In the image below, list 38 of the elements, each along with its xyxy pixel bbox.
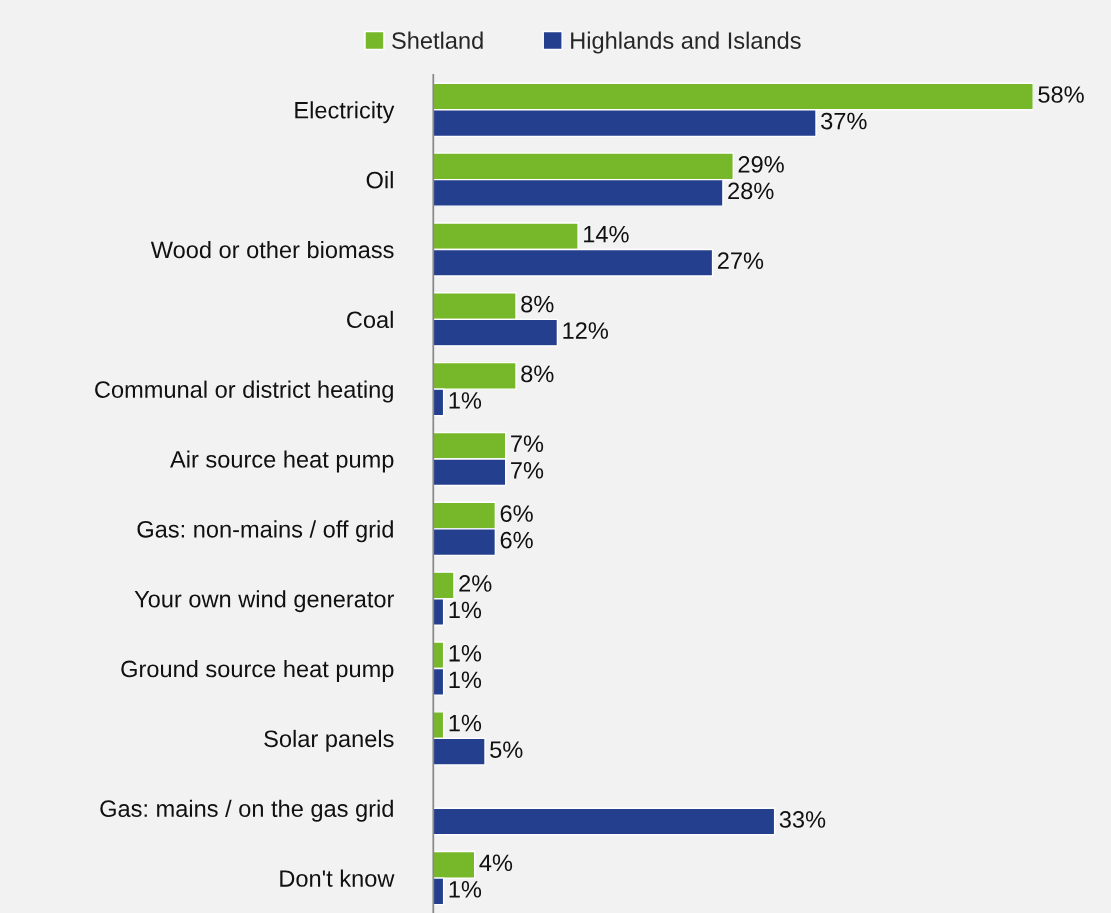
- data-label: 6%: [500, 531, 533, 549]
- data-label: 1%: [449, 714, 482, 732]
- data-label: 29%: [738, 155, 784, 173]
- y-tick-label: Communal or district heating: [95, 380, 393, 403]
- legend-label: Highlands and Islands: [571, 31, 801, 54]
- data-label: 7%: [511, 435, 544, 452]
- data-label: 1%: [449, 645, 482, 662]
- data-label: 5%: [490, 741, 523, 758]
- y-tick-label: Gas: mains / on the gas grid: [100, 799, 393, 822]
- legend-label: Shetland: [392, 31, 483, 49]
- data-label: 33%: [779, 811, 826, 828]
- bar: [433, 807, 776, 836]
- data-label: 1%: [449, 881, 482, 898]
- data-label: 1%: [449, 392, 482, 409]
- data-label: 12%: [563, 322, 608, 339]
- y-tick-label: Coal: [347, 310, 393, 329]
- y-tick-label: Wood or other biomass: [150, 240, 394, 259]
- data-label: 37%: [821, 112, 867, 130]
- y-tick-label: Ground source heat pump: [121, 659, 394, 682]
- y-tick-label: Solar panels: [264, 729, 394, 752]
- data-label: 4%: [479, 854, 513, 872]
- data-label: 1%: [449, 671, 482, 689]
- data-label: 14%: [584, 225, 629, 243]
- y-tick-label: Electricity: [295, 101, 395, 124]
- data-label: 8%: [521, 295, 554, 313]
- data-label: 8%: [521, 365, 554, 383]
- data-label: 58%: [1038, 86, 1084, 103]
- data-label: 2%: [459, 575, 492, 592]
- data-label: 27%: [717, 252, 764, 269]
- data-label: 6%: [500, 505, 533, 522]
- data-label: 28%: [728, 182, 774, 200]
- y-tick-label: Gas: non-mains / off grid: [137, 520, 393, 543]
- y-tick-label: Your own wind generator: [134, 590, 395, 613]
- data-label: 7%: [511, 462, 544, 479]
- y-tick-label: Air source heat pump: [170, 450, 394, 473]
- y-tick-label: Don't know: [280, 869, 395, 887]
- data-label: 1%: [449, 601, 482, 619]
- y-tick-label: Oil: [366, 171, 393, 189]
